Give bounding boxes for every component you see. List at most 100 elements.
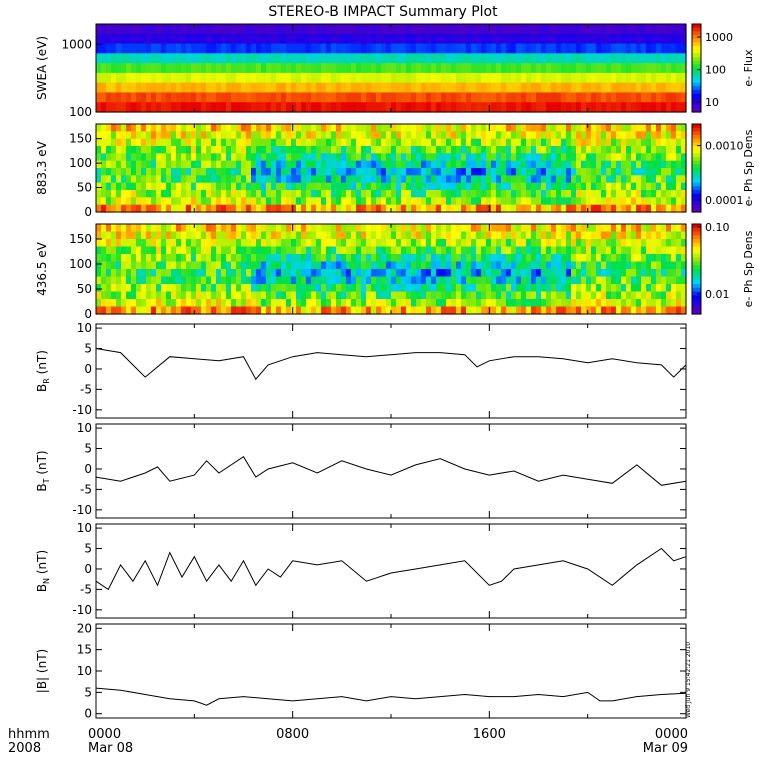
heatmap-cell bbox=[201, 276, 207, 285]
heatmap-cell bbox=[111, 102, 117, 113]
heatmap-cell bbox=[336, 231, 342, 240]
heatmap-cell bbox=[361, 182, 367, 191]
heatmap-cell bbox=[486, 92, 492, 103]
heatmap-cell bbox=[391, 63, 397, 74]
heatmap-cell bbox=[386, 168, 392, 176]
heatmap-cell bbox=[96, 224, 102, 233]
heatmap-cell bbox=[671, 306, 677, 315]
heatmap-cell bbox=[431, 182, 437, 191]
heatmap-cell bbox=[296, 284, 302, 293]
heatmap-cell bbox=[526, 224, 532, 233]
heatmap-cell bbox=[131, 254, 137, 263]
heatmap-cell bbox=[661, 82, 667, 94]
heatmap-cell bbox=[286, 239, 292, 248]
heatmap-cell bbox=[631, 102, 637, 113]
heatmap-cell bbox=[206, 276, 212, 285]
heatmap-cell bbox=[316, 92, 322, 103]
heatmap-cell bbox=[551, 131, 557, 140]
heatmap-cell bbox=[346, 131, 352, 140]
heatmap-cell bbox=[556, 261, 562, 270]
heatmap-cell bbox=[231, 182, 237, 191]
heatmap-cell bbox=[246, 146, 252, 154]
heatmap-cell bbox=[216, 276, 222, 285]
colorbar-tick-label: 0.0010 bbox=[705, 140, 744, 153]
heatmap-cell bbox=[461, 276, 467, 285]
heatmap-cell bbox=[101, 269, 107, 278]
heatmap-cell bbox=[436, 72, 442, 84]
heatmap-cell bbox=[156, 261, 162, 270]
colorbar-label: e- Flux bbox=[742, 49, 755, 87]
heatmap-cell bbox=[356, 182, 362, 191]
heatmap-cell bbox=[96, 160, 102, 169]
heatmap-cell bbox=[626, 204, 632, 213]
heatmap-cell bbox=[566, 306, 572, 315]
heatmap-cell bbox=[536, 43, 542, 54]
colorbar-band bbox=[692, 299, 701, 304]
heatmap-cell bbox=[236, 239, 242, 248]
heatmap-cell bbox=[636, 276, 642, 285]
heatmap-cell bbox=[621, 72, 627, 84]
heatmap-cell bbox=[336, 131, 342, 140]
heatmap-cell bbox=[166, 153, 172, 162]
heatmap-cell bbox=[321, 291, 327, 300]
heatmap-cell bbox=[491, 276, 497, 285]
heatmap-cell bbox=[551, 182, 557, 191]
heatmap-cell bbox=[266, 102, 272, 113]
heatmap-cell bbox=[566, 299, 572, 308]
heatmap-cell bbox=[211, 138, 217, 147]
heatmap-cell bbox=[471, 276, 477, 285]
heatmap-cell bbox=[626, 131, 632, 140]
heatmap-cell bbox=[121, 239, 127, 248]
heatmap-cell bbox=[661, 131, 667, 140]
heatmap-cell bbox=[196, 276, 202, 285]
heatmap-cell bbox=[176, 43, 182, 54]
heatmap-cell bbox=[486, 224, 492, 233]
heatmap-cell bbox=[601, 239, 607, 248]
heatmap-cell bbox=[651, 82, 657, 94]
heatmap-cell bbox=[581, 254, 587, 263]
heatmap-cell bbox=[676, 124, 682, 132]
heatmap-cell bbox=[216, 131, 222, 140]
heatmap-cell bbox=[326, 24, 332, 35]
heatmap-cell bbox=[286, 299, 292, 308]
heatmap-cell bbox=[156, 53, 162, 64]
heatmap-cell bbox=[516, 190, 522, 198]
heatmap-cell bbox=[141, 197, 147, 206]
heatmap-cell bbox=[236, 276, 242, 285]
heatmap-cell bbox=[636, 269, 642, 278]
heatmap-cell bbox=[611, 239, 617, 248]
heatmap-cell bbox=[236, 246, 242, 255]
heatmap-cell bbox=[566, 160, 572, 169]
heatmap-cell bbox=[556, 63, 562, 74]
heatmap-cell bbox=[116, 239, 122, 248]
heatmap-cell bbox=[411, 82, 417, 94]
heatmap-cell bbox=[336, 63, 342, 74]
heatmap-cell bbox=[276, 291, 282, 300]
heatmap-cell bbox=[121, 33, 127, 45]
heatmap-cell bbox=[431, 24, 437, 35]
heatmap-cell bbox=[261, 246, 267, 255]
heatmap-cell bbox=[256, 53, 262, 64]
heatmap-cell bbox=[641, 224, 647, 233]
heatmap-cell bbox=[381, 182, 387, 191]
heatmap-cell bbox=[416, 224, 422, 233]
heatmap-cell bbox=[661, 92, 667, 103]
heatmap-cell bbox=[351, 246, 357, 255]
heatmap-cell bbox=[466, 124, 472, 132]
heatmap-cell bbox=[281, 299, 287, 308]
heatmap-cell bbox=[161, 284, 167, 293]
heatmap-cell bbox=[631, 33, 637, 45]
heatmap-cell bbox=[541, 102, 547, 113]
heatmap-cell bbox=[596, 102, 602, 113]
heatmap-cell bbox=[541, 231, 547, 240]
heatmap-cell bbox=[106, 284, 112, 293]
heatmap-cell bbox=[296, 175, 302, 184]
heatmap-cell bbox=[331, 224, 337, 233]
heatmap-cell bbox=[346, 224, 352, 233]
heatmap-cell bbox=[201, 190, 207, 198]
heatmap-cell bbox=[571, 43, 577, 54]
heatmap-cell bbox=[661, 299, 667, 308]
heatmap-cell bbox=[336, 168, 342, 176]
heatmap-cell bbox=[171, 131, 177, 140]
heatmap-cell bbox=[301, 138, 307, 147]
